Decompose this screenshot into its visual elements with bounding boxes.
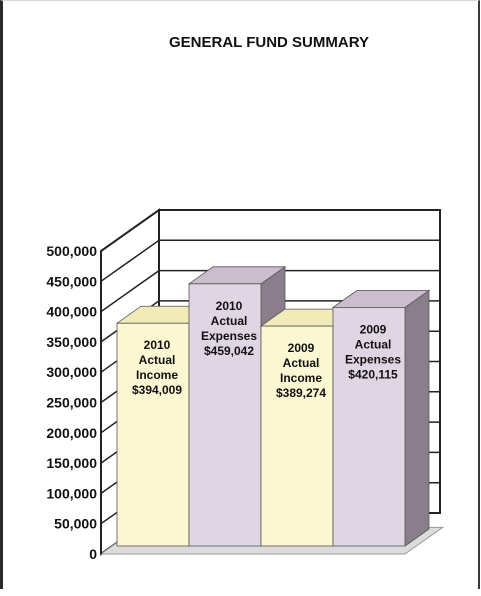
bar-series: 2010ActualIncome$394,0092010ActualExpens… [115, 266, 431, 547]
y-tick-label: 500,000 [46, 243, 97, 259]
gridline-side [100, 239, 160, 282]
y-tick-label: 300,000 [46, 364, 97, 380]
bar-front [332, 307, 406, 547]
bar-side [404, 289, 430, 547]
bar-data-label: $389,274 [276, 386, 326, 400]
y-tick-label: 100,000 [46, 485, 97, 501]
bar-data-label: Actual [283, 356, 320, 370]
bar-data-label: Actual [139, 353, 176, 367]
bar-data-label: Actual [355, 337, 392, 351]
y-axis: 0 50,000 100,000 150,000 200,000 250,000 300,0… [46, 243, 102, 562]
y-tick-label: 250,000 [46, 395, 97, 411]
bar-data-label: Expenses [345, 352, 401, 366]
bar-data-label: Actual [211, 314, 248, 328]
bar-data-label: $394,009 [132, 383, 182, 397]
bar-front [116, 322, 190, 547]
y-tick-label: 200,000 [46, 425, 97, 441]
y-tick-label: 50,000 [54, 516, 97, 532]
y-tick-label: 450,000 [46, 273, 97, 289]
bar-front [260, 325, 334, 547]
y-tick-label: 150,000 [46, 455, 97, 471]
bar-data-label: Income [136, 368, 178, 382]
bar-data-label: 2009 [288, 341, 315, 355]
y-tick-label: 350,000 [46, 334, 97, 350]
bar-data-label: $459,042 [204, 344, 254, 358]
bar-front [188, 283, 262, 547]
bar-data-label: $420,115 [348, 367, 398, 381]
bar-data-label: Expenses [201, 329, 257, 343]
chart-title: GENERAL FUND SUMMARY [169, 34, 369, 51]
bar-data-label: Income [280, 371, 322, 385]
bar-data-label: 2010 [144, 338, 171, 352]
y-tick-label: 0 [89, 546, 97, 562]
y-tick-label: 400,000 [46, 304, 97, 320]
gridline-side [100, 209, 160, 252]
bar-data-label: 2010 [216, 299, 243, 313]
chart-area: GENERAL FUND SUMMARY 0 50,000 100,000 150,0… [46, 34, 445, 562]
gridline-side [100, 269, 160, 313]
bar-data-label: 2009 [360, 322, 387, 336]
